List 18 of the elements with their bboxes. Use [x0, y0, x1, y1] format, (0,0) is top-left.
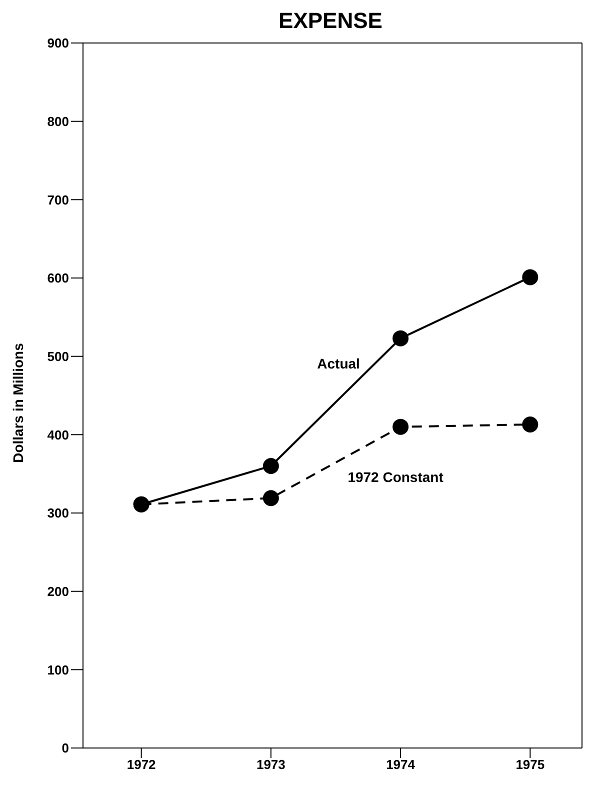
y-axis-title: Dollars in Millions	[10, 343, 26, 463]
y-tick-label: 400	[47, 427, 69, 442]
y-tick-label: 900	[47, 36, 69, 51]
series-label: 1972 Constant	[348, 468, 444, 485]
chart-title: EXPENSE	[278, 8, 382, 33]
y-tick-label: 300	[47, 506, 69, 521]
x-tick-label: 1973	[256, 757, 286, 772]
x-tick-label: 1974	[386, 757, 416, 772]
y-tick-label: 800	[47, 114, 69, 129]
y-tick-label: 500	[47, 348, 69, 364]
y-tick-label: 100	[47, 662, 69, 678]
y-tick-label: 0	[62, 740, 69, 756]
x-tick-label: 1972	[126, 757, 156, 772]
y-tick-label: 200	[47, 584, 69, 599]
y-tick-label: 600	[47, 270, 69, 286]
y-tick-label: 700	[47, 192, 69, 208]
series-label: Actual	[317, 355, 360, 372]
x-tick-label: 1975	[516, 757, 545, 772]
